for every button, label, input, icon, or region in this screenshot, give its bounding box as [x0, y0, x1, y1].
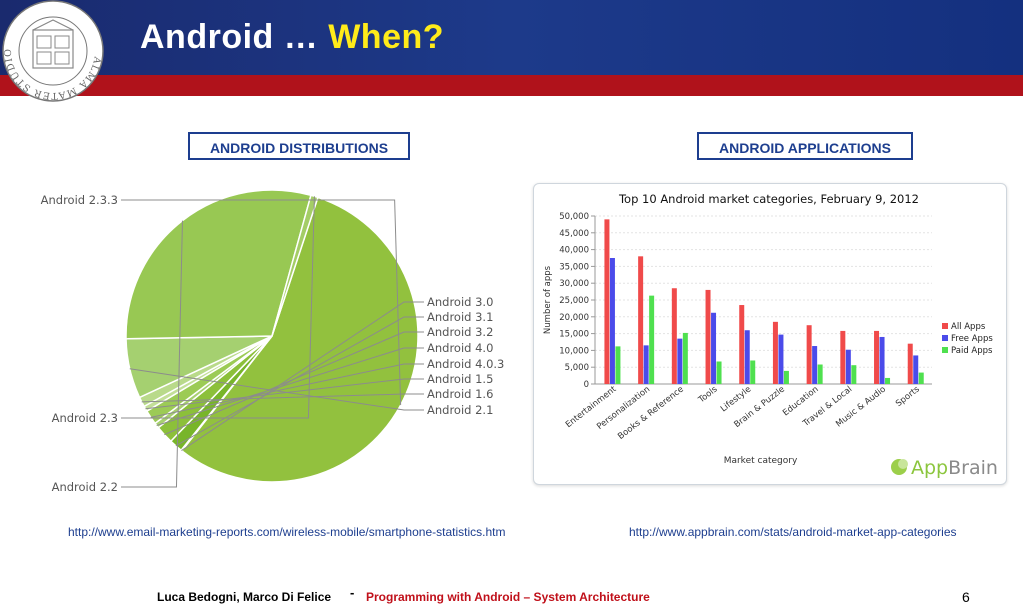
pie-label: Android 4.0: [427, 341, 493, 355]
header-banner: [0, 0, 1023, 75]
university-seal-logo: ALMA MATER STUDIORUM · A.D. 1088: [2, 0, 104, 102]
bar: [638, 256, 644, 384]
bar: [885, 377, 891, 384]
legend-label: Paid Apps: [951, 346, 993, 356]
page-number: 6: [962, 589, 970, 605]
bar: [744, 330, 750, 384]
pie-leader-line: [164, 331, 424, 436]
bar: [772, 321, 778, 384]
bar: [778, 334, 784, 384]
bar: [879, 336, 885, 384]
pie-leader-line: [121, 220, 183, 488]
legend-label: Free Apps: [951, 334, 993, 344]
pie-label: Android 4.0.3: [427, 357, 504, 371]
x-axis-label: Market category: [724, 456, 798, 466]
bar: [913, 355, 919, 384]
bar: [677, 338, 683, 384]
y-tick-label: 5,000: [565, 363, 589, 373]
bar: [711, 312, 717, 384]
pie-leader-line: [121, 196, 315, 419]
bar: [682, 332, 688, 384]
bar: [609, 258, 615, 384]
android-applications-label: ANDROID APPLICATIONS: [697, 132, 913, 160]
pie-leader-line: [175, 316, 424, 447]
bar: [615, 346, 621, 384]
bar: [806, 325, 812, 384]
bar: [649, 295, 655, 384]
bar: [705, 289, 711, 384]
bar: [851, 365, 857, 384]
distributions-source-link[interactable]: http://www.email-marketing-reports.com/w…: [68, 525, 506, 539]
pie-label: Android 3.2: [427, 325, 493, 339]
bar: [604, 219, 610, 384]
y-tick-label: 35,000: [559, 262, 589, 272]
bar: [739, 305, 745, 384]
applications-source-link[interactable]: http://www.appbrain.com/stats/android-ma…: [629, 525, 957, 539]
bar: [874, 330, 880, 384]
footer-course-title: Programming with Android – System Archit…: [366, 590, 650, 604]
appbrain-brain: Brain: [948, 457, 998, 479]
pie-label: Android 1.5: [427, 372, 493, 386]
x-tick-label: Tools: [696, 384, 720, 406]
legend-label: All Apps: [951, 322, 986, 332]
pie-leader-line: [129, 368, 424, 411]
pie-label: Android 1.6: [427, 387, 493, 401]
bar: [907, 343, 913, 384]
title-highlight-text: When?: [328, 18, 445, 56]
appbrain-logo: AppBrain: [891, 457, 998, 479]
x-tick-label: Sports: [894, 384, 922, 409]
legend-swatch: [942, 347, 948, 353]
pie-leader-line: [141, 393, 424, 403]
android-distributions-label: ANDROID DISTRIBUTIONS: [188, 132, 410, 160]
y-tick-label: 40,000: [559, 246, 589, 256]
y-tick-label: 50,000: [559, 212, 589, 222]
footer-authors: Luca Bedogni, Marco Di Felice: [157, 590, 332, 604]
title-main-text: Android …: [140, 18, 319, 56]
market-categories-bar-chart: Top 10 Android market categories, Februa…: [543, 192, 998, 479]
y-tick-label: 10,000: [559, 346, 589, 356]
bar: [643, 345, 649, 384]
pie-label: Android 2.1: [427, 403, 493, 417]
bar: [750, 360, 756, 384]
pie-leader-line: [121, 199, 402, 406]
pie-slice: [271, 194, 319, 337]
bar: [918, 372, 924, 384]
pie-label: Android 2.3.3: [41, 193, 118, 207]
y-tick-label: 30,000: [559, 279, 589, 289]
y-tick-label: 15,000: [559, 330, 589, 340]
y-axis-label: Number of apps: [543, 265, 553, 334]
y-tick-label: 25,000: [559, 296, 589, 306]
appbrain-wordmark: AppBrain: [911, 457, 998, 479]
appbrain-app: App: [911, 457, 948, 479]
y-tick-label: 20,000: [559, 313, 589, 323]
bar: [840, 330, 846, 384]
slide-title: Android … When?: [140, 18, 444, 57]
bar: [845, 349, 851, 384]
appbrain-icon-detail: [898, 459, 908, 469]
pie-leader-line: [156, 347, 424, 427]
footer-separator: -: [350, 585, 355, 600]
pie-label: Android 3.1: [427, 310, 493, 324]
header-red-bar: [0, 75, 1023, 96]
pie-label: Android 3.0: [427, 295, 493, 309]
legend-swatch: [942, 335, 948, 341]
pie-label: Android 2.3: [52, 411, 118, 425]
bar: [716, 361, 722, 384]
legend-swatch: [942, 323, 948, 329]
bar: [671, 288, 677, 384]
y-tick-label: 45,000: [559, 229, 589, 239]
bar-chart-title: Top 10 Android market categories, Februa…: [618, 192, 919, 206]
bar: [817, 364, 823, 384]
bar: [783, 370, 789, 384]
bar: [812, 346, 818, 384]
pie-label: Android 2.2: [52, 480, 118, 494]
y-tick-label: 0: [584, 380, 589, 390]
